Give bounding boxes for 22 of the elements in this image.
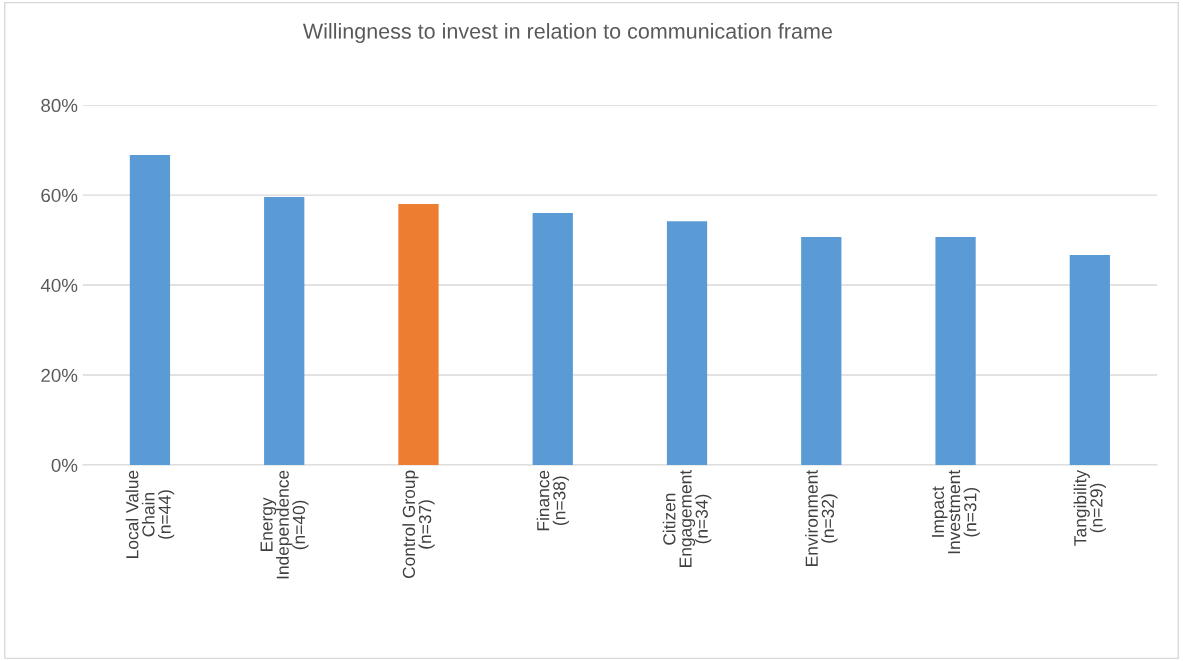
bar xyxy=(398,204,439,466)
x-tick-label: Environment (n=32) xyxy=(805,470,838,566)
y-tick-label: 20% xyxy=(41,368,78,383)
x-tick-label: Citizen Engagement (n=34) xyxy=(662,469,712,567)
y-tick-label: 0% xyxy=(51,458,78,472)
bar xyxy=(532,213,573,466)
x-tick-label: Energy Independence (n=40) xyxy=(260,470,309,579)
bar xyxy=(935,236,976,466)
x-tick-label: Impact Investment (n=31) xyxy=(931,470,980,554)
x-tick-label: Control Group (n=37) xyxy=(402,470,435,579)
y-tick-label: 80% xyxy=(41,98,78,113)
bar xyxy=(666,221,708,466)
bar xyxy=(264,196,305,466)
x-tick-label: Tangibility (n=29) xyxy=(1073,469,1107,546)
bar xyxy=(1069,254,1110,466)
bar xyxy=(801,236,842,466)
x-tick-label: Local Value Chain (n=44) xyxy=(125,470,175,558)
y-tick-label: 40% xyxy=(40,278,78,293)
chart-title: Willingness to invest in relation to communication frame xyxy=(302,23,832,44)
y-tick-label: 60% xyxy=(41,188,78,203)
bar xyxy=(129,155,171,466)
x-tick-label: Finance (n=38) xyxy=(536,470,569,531)
